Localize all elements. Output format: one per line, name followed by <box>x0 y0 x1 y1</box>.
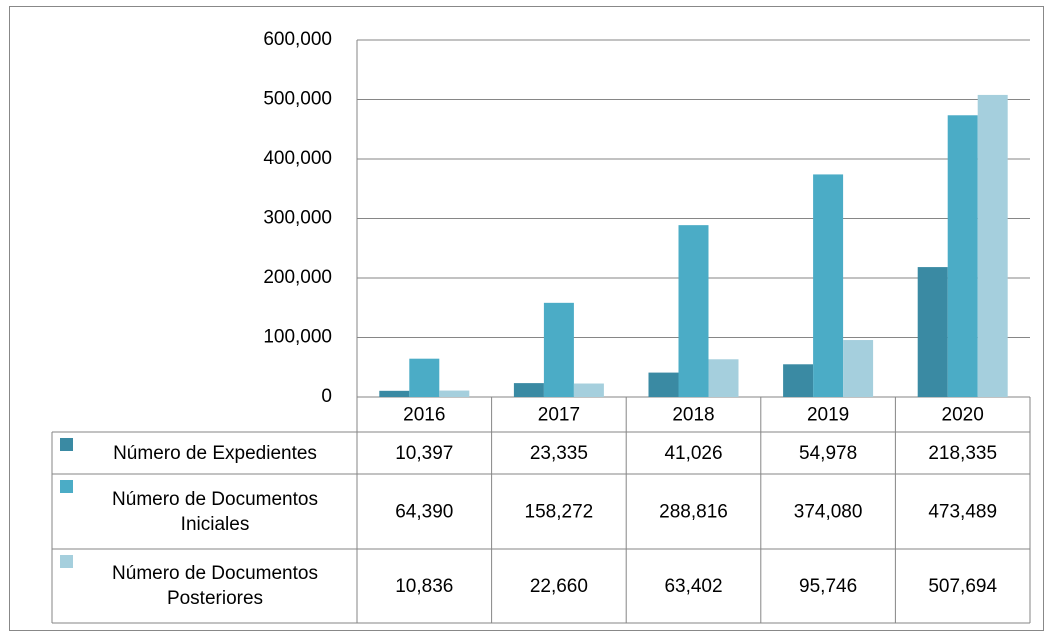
legend-key <box>60 555 73 568</box>
x-tick-label: 2018 <box>672 405 714 426</box>
y-tick-label: 100,000 <box>263 327 332 348</box>
table-value: 218,335 <box>928 443 997 464</box>
table-value: 64,390 <box>395 502 453 523</box>
table-value: 63,402 <box>664 576 722 597</box>
y-tick-label: 200,000 <box>263 267 332 288</box>
table-value: 473,489 <box>928 502 997 523</box>
bar <box>708 359 739 397</box>
bar <box>379 390 410 397</box>
table-value: 288,816 <box>659 502 728 523</box>
legend-label: Número de Documentos Iniciales <box>112 488 318 535</box>
bar <box>813 174 844 397</box>
bar <box>783 364 814 397</box>
bar <box>678 225 709 397</box>
bar <box>917 267 948 397</box>
x-tick-label: 2020 <box>942 405 984 426</box>
legend-key <box>60 480 73 493</box>
x-tick-label: 2019 <box>807 405 849 426</box>
table-value: 22,660 <box>530 576 588 597</box>
x-tick-label: 2016 <box>403 405 445 426</box>
y-tick-label: 300,000 <box>263 208 332 229</box>
table-value: 10,397 <box>395 443 453 464</box>
bar <box>439 390 470 397</box>
legend-item: Número de Documentos Posteriores <box>52 549 357 623</box>
y-tick-label: 400,000 <box>263 148 332 169</box>
bar <box>409 358 440 397</box>
legend-item: Número de Expedientes <box>52 432 357 474</box>
bar <box>977 94 1008 398</box>
y-tick-label: 500,000 <box>263 89 332 110</box>
bar <box>543 302 574 397</box>
table-value: 41,026 <box>664 443 722 464</box>
x-tick-label: 2017 <box>538 405 580 426</box>
bar <box>843 340 874 397</box>
bar <box>947 115 978 397</box>
legend-key <box>60 438 73 451</box>
bar <box>513 383 544 397</box>
legend-label: Número de Documentos Posteriores <box>112 563 318 609</box>
table-value: 507,694 <box>928 576 997 597</box>
y-tick-label: 0 <box>321 386 332 407</box>
table-value: 23,335 <box>530 443 588 464</box>
legend-label: Número de Expedientes <box>113 442 317 464</box>
bar <box>573 383 604 397</box>
table-value: 158,272 <box>525 502 594 523</box>
bar <box>648 372 679 397</box>
table-value: 10,836 <box>395 576 453 597</box>
y-tick-label: 600,000 <box>263 29 332 50</box>
table-value: 374,080 <box>794 502 863 523</box>
legend-item: Número de Documentos Iniciales <box>52 474 357 549</box>
table-value: 95,746 <box>799 576 857 597</box>
table-value: 54,978 <box>799 443 857 464</box>
